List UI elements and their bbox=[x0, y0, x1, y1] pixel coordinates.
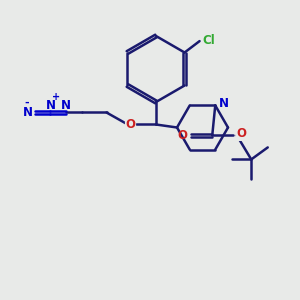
Text: Cl: Cl bbox=[202, 34, 215, 47]
Text: +: + bbox=[52, 92, 60, 102]
Text: N: N bbox=[45, 99, 56, 112]
Text: N: N bbox=[23, 106, 33, 119]
Text: O: O bbox=[125, 118, 136, 131]
Text: -: - bbox=[24, 98, 29, 108]
Text: N: N bbox=[61, 99, 71, 112]
Text: O: O bbox=[236, 128, 246, 140]
Text: N: N bbox=[219, 98, 229, 110]
Text: O: O bbox=[178, 129, 188, 142]
